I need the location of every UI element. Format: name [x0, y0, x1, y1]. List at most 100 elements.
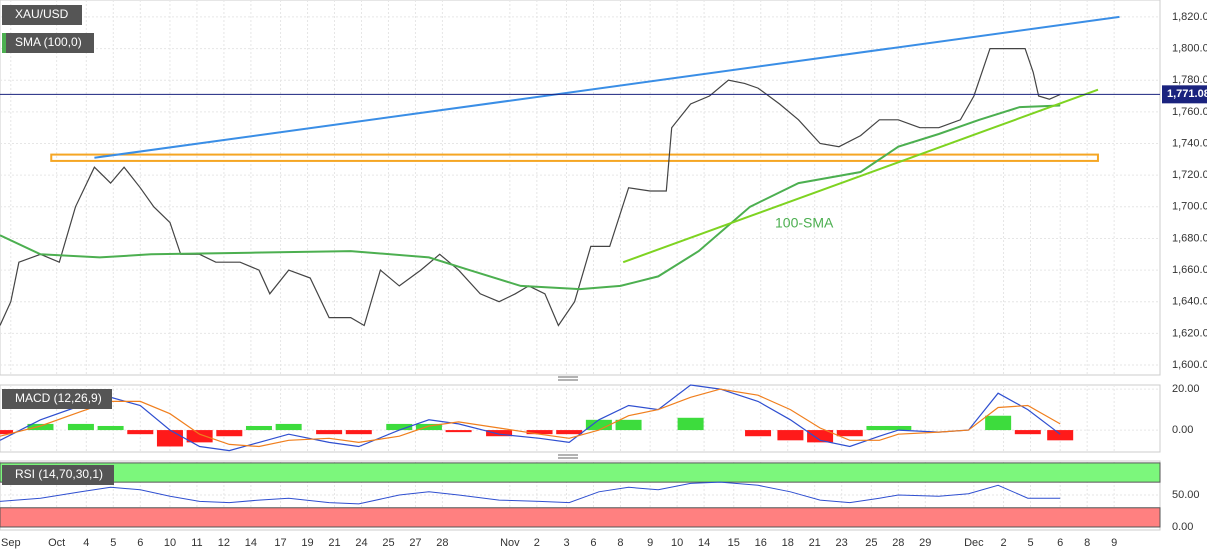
- legend-box: [2, 389, 112, 409]
- macd-line: [0, 384, 1061, 452]
- histogram-bar: [386, 423, 413, 431]
- legend-box: [2, 33, 94, 53]
- x-tick-label: Dec: [964, 537, 984, 549]
- legend-box: [2, 5, 82, 25]
- histogram-bar: [807, 430, 834, 443]
- histogram-bar: [615, 419, 642, 431]
- x-tick-label: 3: [563, 537, 569, 549]
- histogram-bar: [745, 430, 772, 437]
- y-tick-label: 1,740.00: [1172, 137, 1207, 149]
- x-tick-label: 11: [191, 537, 202, 549]
- x-tick-label: 6: [137, 537, 143, 549]
- histogram-bar: [985, 415, 1012, 431]
- y-tick-label: 20.00: [1172, 383, 1200, 395]
- y-tick-label: 0.00: [1172, 521, 1193, 533]
- histogram-bar: [885, 425, 912, 431]
- y-tick-label: 1,620.00: [1172, 327, 1207, 339]
- y-tick-label: 1,680.00: [1172, 232, 1207, 244]
- histogram-bar: [677, 417, 704, 431]
- x-tick-label: 9: [1111, 537, 1117, 549]
- panel-separator[interactable]: [558, 376, 578, 459]
- x-tick-label: 18: [782, 537, 794, 549]
- x-tick-label: 5: [110, 537, 116, 549]
- histogram-bar: [345, 430, 372, 435]
- histogram-bar: [415, 423, 442, 431]
- histogram-bar: [866, 425, 893, 431]
- x-tick-label: Nov: [500, 537, 520, 549]
- histogram-bar: [445, 430, 472, 433]
- y-tick-label: 1,820.00: [1172, 11, 1207, 23]
- y-tick-label: 1,720.00: [1172, 169, 1207, 181]
- x-tick-label: 12: [218, 537, 230, 549]
- x-tick-label: 25: [865, 537, 877, 549]
- histogram-bar: [585, 419, 612, 431]
- histogram-bar: [556, 430, 583, 435]
- rsi-band: [0, 507, 1161, 528]
- macd-line: [0, 388, 1061, 448]
- last-price-label: 1,771.08: [1167, 88, 1207, 100]
- panel-title: RSI (14,70,30,1): [15, 467, 103, 481]
- x-tick-label: 6: [1057, 537, 1063, 549]
- trend-line: [94, 15, 1120, 159]
- x-tick-label: 19: [301, 537, 313, 549]
- x-tick-label: 5: [1027, 537, 1033, 549]
- x-tick-label: 14: [245, 537, 257, 549]
- x-tick-label: 9: [647, 537, 653, 549]
- x-tick-label: 14: [698, 537, 710, 549]
- panel-title: MACD (12,26,9): [15, 391, 102, 405]
- y-tick-label: 1,800.00: [1172, 42, 1207, 54]
- y-tick-label: 1,600.00: [1172, 359, 1207, 371]
- histogram-bar: [216, 430, 243, 437]
- histogram-bar: [156, 430, 183, 447]
- histogram-bar: [486, 430, 513, 437]
- x-tick-label: 10: [671, 537, 683, 549]
- y-tick-label: 1,700.00: [1172, 201, 1207, 213]
- histogram-bar: [127, 430, 154, 435]
- x-tick-label: 16: [755, 537, 767, 549]
- x-tick-label: 25: [382, 537, 394, 549]
- price-panel: [0, 0, 1161, 376]
- legend-box: [2, 465, 114, 485]
- histogram-bar: [1047, 430, 1074, 441]
- x-tick-label: 21: [328, 537, 340, 549]
- y-tick-label: 0.00: [1172, 424, 1193, 436]
- histogram-bar: [245, 425, 272, 431]
- y-tick-label: 1,760.00: [1172, 106, 1207, 118]
- x-tick-label: 8: [617, 537, 623, 549]
- legend-swatch: [2, 33, 6, 53]
- x-tick-label: 17: [274, 537, 286, 549]
- histogram-bar: [1014, 430, 1041, 435]
- x-tick-label: Sep: [1, 537, 21, 549]
- legend-label: SMA (100,0): [15, 35, 82, 49]
- histogram-bar: [97, 425, 124, 431]
- x-tick-label: Oct: [48, 537, 65, 549]
- x-tick-label: 2: [1000, 537, 1006, 549]
- x-tick-label: 23: [836, 537, 848, 549]
- histogram-bar: [186, 430, 213, 443]
- x-tick-label: 8: [1084, 537, 1090, 549]
- x-tick-label: 28: [892, 537, 904, 549]
- x-tick-label: 2: [534, 537, 540, 549]
- y-tick-label: 50.00: [1172, 489, 1200, 501]
- support-zone: [50, 153, 1099, 162]
- legend-label: XAU/USD: [15, 7, 69, 21]
- histogram-bar: [526, 430, 553, 435]
- rsi-band: [0, 462, 1161, 483]
- x-tick-label: 28: [436, 537, 448, 549]
- y-tick-label: 1,640.00: [1172, 296, 1207, 308]
- rsi-line: [0, 481, 1061, 505]
- histogram-bar: [67, 423, 94, 431]
- x-tick-label: 21: [809, 537, 821, 549]
- histogram-bar: [777, 430, 804, 441]
- sma-line: [0, 104, 1061, 291]
- x-tick-label: 15: [728, 537, 740, 549]
- histogram-bar: [27, 423, 54, 431]
- y-tick-label: 1,660.00: [1172, 264, 1207, 276]
- histogram-bar: [316, 430, 343, 435]
- x-tick-label: 24: [355, 537, 367, 549]
- histogram-bar: [836, 430, 863, 437]
- histogram-bar: [275, 423, 302, 431]
- x-tick-label: 4: [83, 537, 89, 549]
